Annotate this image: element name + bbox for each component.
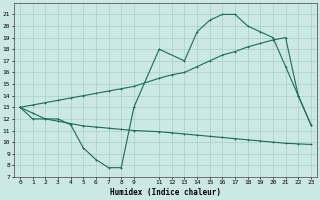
- X-axis label: Humidex (Indice chaleur): Humidex (Indice chaleur): [110, 188, 221, 197]
